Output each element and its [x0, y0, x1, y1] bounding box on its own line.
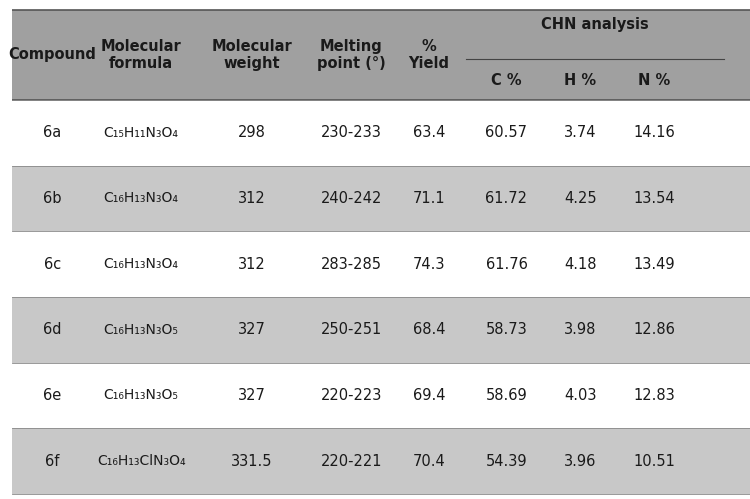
Text: 230-233: 230-233	[321, 125, 382, 140]
Text: 70.4: 70.4	[413, 454, 446, 469]
Text: 13.54: 13.54	[633, 191, 675, 206]
Text: 4.18: 4.18	[564, 256, 596, 271]
Text: 6f: 6f	[45, 454, 60, 469]
Text: 6c: 6c	[44, 256, 62, 271]
Text: 54.39: 54.39	[486, 454, 527, 469]
Text: 6e: 6e	[44, 388, 62, 403]
Text: 61.76: 61.76	[485, 256, 527, 271]
Text: 6a: 6a	[44, 125, 62, 140]
Bar	[12, 10, 750, 100]
Text: C₁₆H₁₃N₃O₄: C₁₆H₁₃N₃O₄	[104, 257, 178, 271]
Text: 14.16: 14.16	[633, 125, 675, 140]
Text: 4.03: 4.03	[564, 388, 596, 403]
Text: 68.4: 68.4	[413, 322, 446, 337]
Text: 58.73: 58.73	[485, 322, 527, 337]
Text: 6d: 6d	[44, 322, 62, 337]
Text: C₁₆H₁₃ClN₃O₄: C₁₆H₁₃ClN₃O₄	[97, 454, 185, 468]
Text: 240-242: 240-242	[321, 191, 382, 206]
Text: 10.51: 10.51	[633, 454, 675, 469]
Text: 312: 312	[238, 191, 266, 206]
Text: 327: 327	[238, 322, 266, 337]
Text: 69.4: 69.4	[413, 388, 446, 403]
Text: CHN analysis: CHN analysis	[542, 17, 649, 32]
Text: Molecular
weight: Molecular weight	[211, 39, 292, 71]
Text: 74.3: 74.3	[413, 256, 446, 271]
Text: 250-251: 250-251	[321, 322, 382, 337]
Text: C₁₅H₁₁N₃O₄: C₁₅H₁₁N₃O₄	[104, 126, 178, 140]
Text: C %: C %	[491, 72, 522, 87]
Text: 3.96: 3.96	[564, 454, 596, 469]
Text: C₁₆H₁₃N₃O₅: C₁₆H₁₃N₃O₅	[104, 323, 178, 337]
Bar	[12, 231, 750, 297]
Text: 6b: 6b	[44, 191, 62, 206]
Text: Melting
point (°): Melting point (°)	[317, 39, 386, 71]
Text: 3.98: 3.98	[564, 322, 596, 337]
Text: 12.86: 12.86	[633, 322, 675, 337]
Text: N %: N %	[638, 72, 670, 87]
Text: 4.25: 4.25	[564, 191, 596, 206]
Text: 3.74: 3.74	[564, 125, 596, 140]
Text: 327: 327	[238, 388, 266, 403]
Text: Compound: Compound	[8, 47, 97, 62]
Text: %
Yield: % Yield	[409, 39, 449, 71]
Text: 71.1: 71.1	[413, 191, 446, 206]
Text: 63.4: 63.4	[413, 125, 446, 140]
Bar	[12, 166, 750, 231]
Text: C₁₆H₁₃N₃O₅: C₁₆H₁₃N₃O₅	[104, 388, 178, 403]
Bar	[12, 363, 750, 428]
Text: C₁₆H₁₃N₃O₄: C₁₆H₁₃N₃O₄	[104, 191, 178, 206]
Text: 13.49: 13.49	[633, 256, 675, 271]
Text: 12.83: 12.83	[633, 388, 675, 403]
Text: 283-285: 283-285	[321, 256, 382, 271]
Text: 58.69: 58.69	[485, 388, 527, 403]
Text: 298: 298	[238, 125, 266, 140]
Text: Molecular
formula: Molecular formula	[100, 39, 182, 71]
Bar	[12, 428, 750, 494]
Text: 331.5: 331.5	[231, 454, 272, 469]
Bar	[12, 297, 750, 363]
Text: 220-221: 220-221	[321, 454, 382, 469]
Text: H %: H %	[564, 72, 596, 87]
Text: 60.57: 60.57	[485, 125, 527, 140]
Bar	[12, 100, 750, 166]
Text: 312: 312	[238, 256, 266, 271]
Text: 220-223: 220-223	[321, 388, 382, 403]
Text: 61.72: 61.72	[485, 191, 527, 206]
